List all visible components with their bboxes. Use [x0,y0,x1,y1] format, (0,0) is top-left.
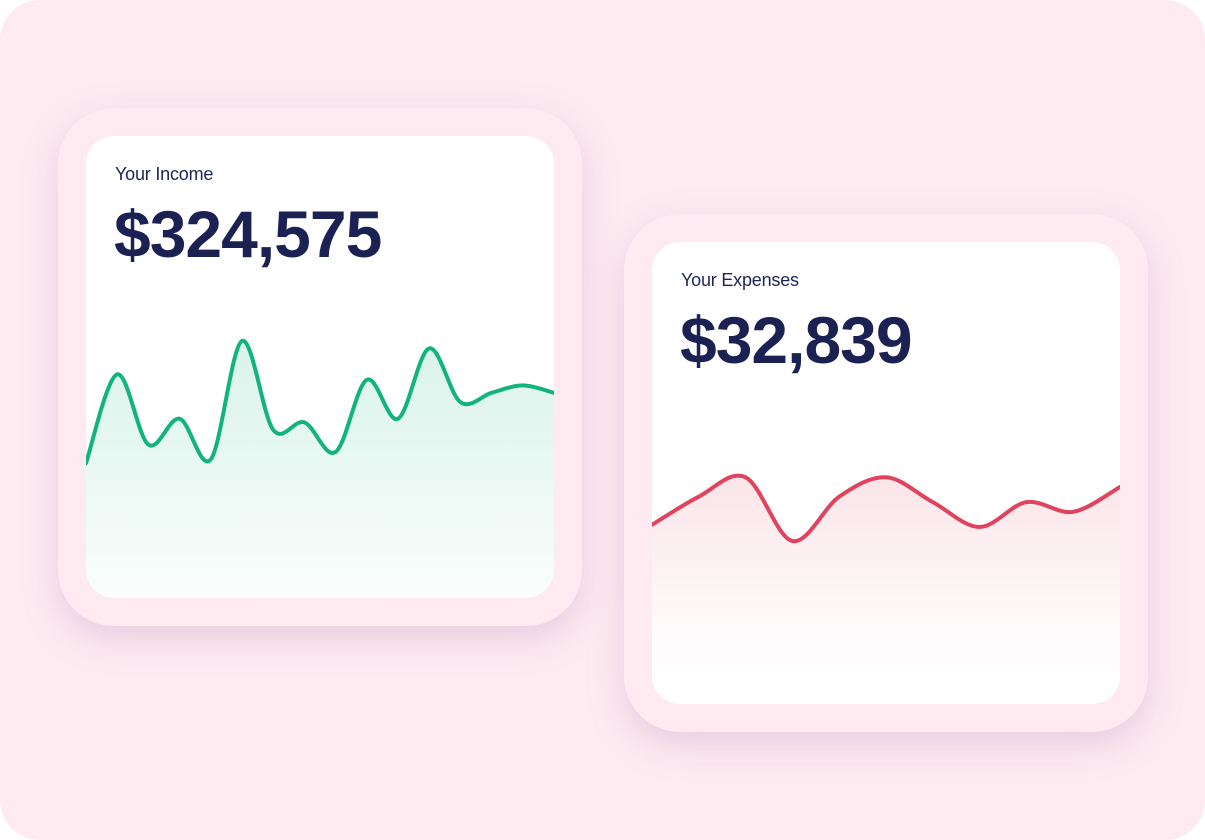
expenses-trend-line [652,473,1120,544]
income-area-fill [86,340,554,598]
income-card-frame: Your Income $324,575 [58,108,582,626]
income-card[interactable]: Your Income $324,575 [86,136,554,598]
expenses-sparkline [652,473,1120,704]
expenses-card-frame: Your Expenses $32,839 [624,214,1148,732]
income-label: Your Income [115,164,214,184]
income-amount: $324,575 [114,197,382,271]
expenses-label: Your Expenses [681,270,799,290]
expenses-amount: $32,839 [680,303,913,377]
expenses-card[interactable]: Your Expenses $32,839 [652,242,1120,704]
expenses-area-fill [652,475,1120,704]
income-trend-line [86,338,554,466]
income-sparkline [86,338,554,598]
